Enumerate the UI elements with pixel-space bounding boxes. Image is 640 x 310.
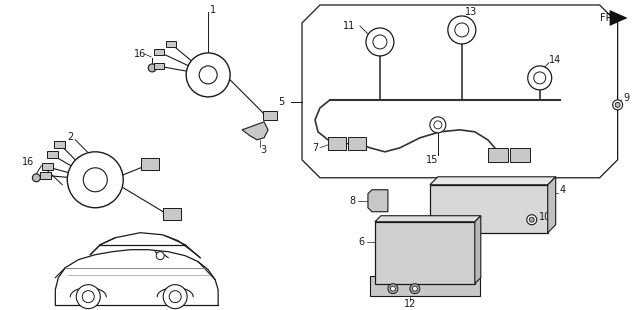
Circle shape	[366, 28, 394, 56]
Bar	[42, 163, 52, 170]
Bar	[328, 137, 346, 150]
Circle shape	[186, 53, 230, 97]
Circle shape	[169, 291, 181, 303]
Polygon shape	[548, 177, 556, 233]
Circle shape	[430, 117, 446, 133]
Circle shape	[534, 72, 546, 84]
Bar	[488, 148, 508, 162]
Text: 16: 16	[134, 49, 147, 59]
Polygon shape	[302, 5, 618, 178]
Bar	[47, 151, 58, 158]
Text: 14: 14	[548, 55, 561, 65]
Bar	[375, 222, 475, 284]
Bar	[154, 63, 164, 69]
Bar	[348, 137, 366, 150]
Circle shape	[390, 286, 396, 291]
Circle shape	[434, 121, 442, 129]
Text: FR.: FR.	[600, 13, 615, 23]
Text: 15: 15	[426, 155, 438, 165]
Polygon shape	[368, 190, 388, 212]
Text: 6: 6	[359, 237, 365, 247]
Circle shape	[410, 284, 420, 294]
Circle shape	[612, 100, 623, 110]
Circle shape	[455, 23, 469, 37]
Circle shape	[527, 215, 537, 225]
Text: 10: 10	[539, 212, 551, 222]
Text: 7: 7	[312, 143, 318, 153]
Circle shape	[528, 66, 552, 90]
Polygon shape	[475, 216, 481, 284]
Circle shape	[76, 285, 100, 309]
Text: 9: 9	[623, 93, 630, 103]
Circle shape	[33, 174, 40, 182]
Bar	[166, 41, 177, 47]
Circle shape	[83, 168, 108, 192]
Text: 3: 3	[260, 145, 266, 155]
Text: 11: 11	[342, 21, 355, 31]
Circle shape	[373, 35, 387, 49]
Polygon shape	[430, 177, 556, 185]
Circle shape	[529, 217, 534, 222]
Circle shape	[199, 66, 217, 84]
Bar	[263, 111, 277, 120]
Bar	[54, 141, 65, 148]
Text: 12: 12	[404, 299, 416, 309]
Circle shape	[448, 16, 476, 44]
Text: 5: 5	[278, 97, 284, 107]
Circle shape	[156, 252, 164, 260]
Text: 13: 13	[465, 7, 477, 17]
Circle shape	[67, 152, 124, 208]
Text: 8: 8	[350, 196, 356, 206]
Text: 4: 4	[560, 185, 566, 195]
Polygon shape	[370, 276, 480, 296]
Circle shape	[412, 286, 417, 291]
Polygon shape	[375, 216, 481, 222]
Text: 16: 16	[22, 157, 35, 167]
Circle shape	[83, 291, 94, 303]
Polygon shape	[242, 122, 268, 140]
Text: 2: 2	[67, 132, 74, 142]
Bar	[141, 158, 159, 170]
Bar	[163, 208, 181, 220]
Polygon shape	[610, 10, 628, 26]
Bar	[510, 148, 530, 162]
Circle shape	[615, 102, 620, 107]
Bar	[154, 49, 164, 55]
Bar	[40, 172, 51, 179]
Circle shape	[388, 284, 398, 294]
Text: 1: 1	[210, 5, 216, 15]
Circle shape	[148, 64, 156, 72]
Bar	[430, 185, 548, 233]
Circle shape	[163, 285, 187, 309]
